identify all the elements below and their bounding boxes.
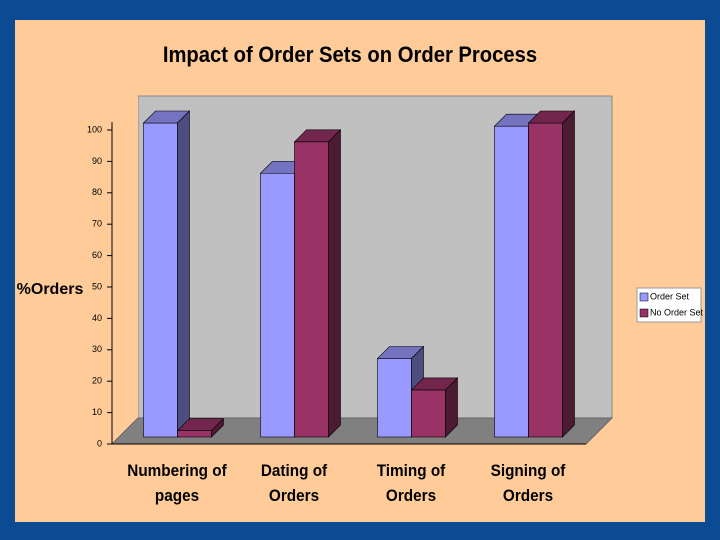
- legend-label: Order Set: [650, 291, 690, 301]
- bar-front: [411, 389, 446, 438]
- x-tick-label: Timing of Orders: [376, 461, 445, 505]
- x-tick-label: Numbering of pages: [126, 461, 227, 505]
- y-tick-label: 20: [92, 376, 102, 386]
- y-tick-label: 60: [92, 250, 102, 260]
- bar-side: [328, 129, 341, 438]
- bar-front: [494, 125, 529, 438]
- bar-front: [143, 122, 178, 438]
- y-tick-label: 70: [92, 219, 102, 229]
- legend-swatch: [639, 292, 649, 302]
- bar: [410, 377, 459, 438]
- bar-front: [528, 122, 563, 438]
- x-tick-label: Signing of Orders: [490, 461, 565, 505]
- y-tick-label: 100: [87, 124, 102, 134]
- bar-side: [177, 110, 190, 438]
- bar-front: [177, 430, 212, 438]
- y-tick-label: 0: [97, 438, 102, 448]
- bar-side: [562, 110, 575, 438]
- bar-front: [294, 141, 329, 438]
- x-tick-label: Dating of Orders: [260, 461, 327, 505]
- y-tick-label: 30: [92, 344, 102, 354]
- y-tick-label: 90: [92, 156, 102, 166]
- y-axis-label: %Orders: [17, 281, 84, 298]
- legend-label: No Order Set: [650, 307, 704, 317]
- bar-side: [445, 377, 458, 438]
- bar: [142, 110, 191, 438]
- bar-front: [377, 358, 412, 438]
- y-tick-label: 50: [92, 281, 102, 291]
- bar: [293, 129, 342, 438]
- bar: [176, 417, 225, 438]
- y-tick-label: 40: [92, 313, 102, 323]
- chart-title: Impact of Order Sets on Order Process: [163, 43, 537, 67]
- bar: [527, 110, 576, 438]
- y-tick-label: 80: [92, 187, 102, 197]
- bar-front: [260, 172, 295, 438]
- bar-side: [211, 417, 224, 438]
- y-tick-label: 10: [92, 407, 102, 417]
- legend-swatch: [639, 308, 649, 318]
- side-wall: [112, 96, 138, 444]
